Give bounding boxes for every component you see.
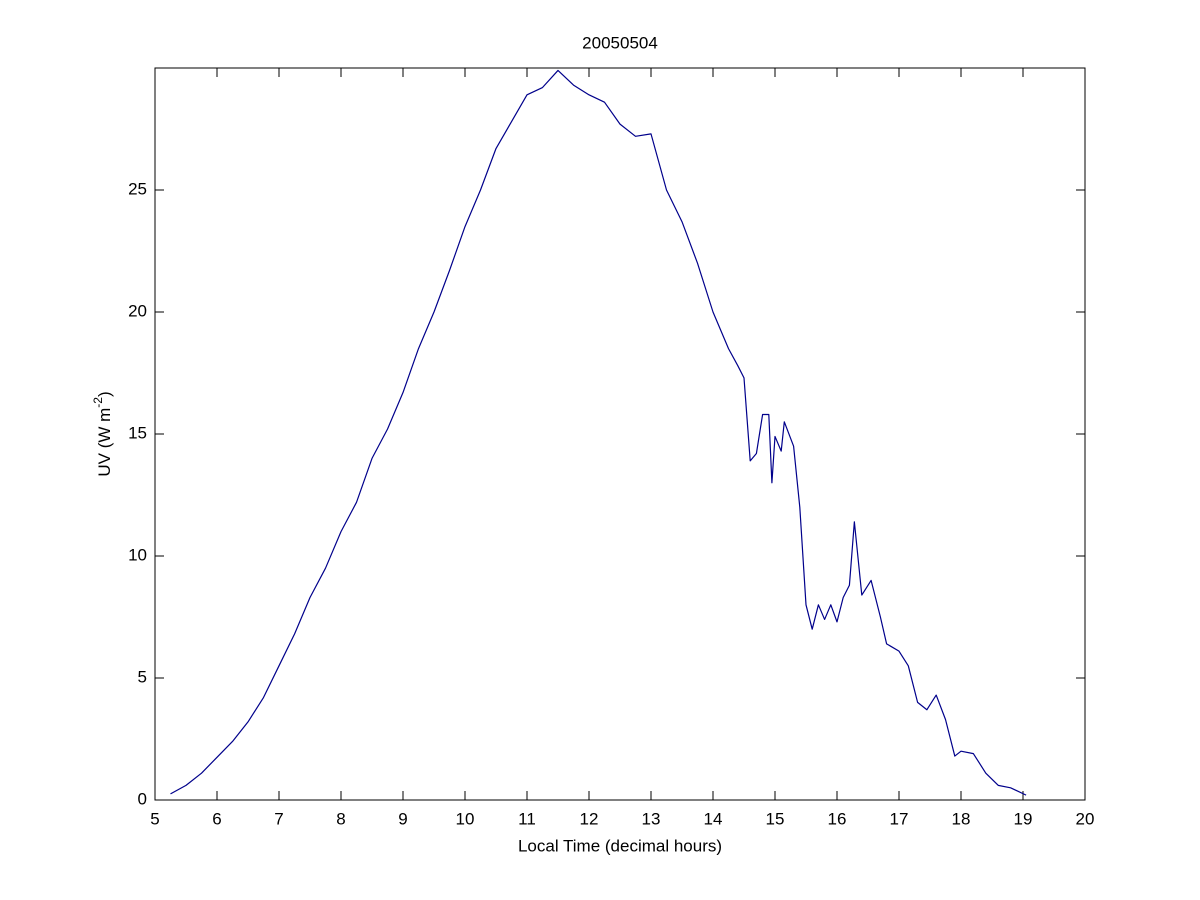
y-tick-label: 10 (128, 545, 147, 564)
x-tick-label: 19 (1014, 809, 1033, 828)
chart-title: 20050504 (582, 33, 658, 52)
x-tick-label: 6 (212, 809, 221, 828)
y-label-suffix: ) (95, 391, 114, 397)
x-tick-label: 11 (518, 809, 536, 828)
y-label-text: UV (W m (95, 408, 114, 477)
x-tick-label: 14 (704, 809, 723, 828)
y-tick-label: 15 (128, 423, 147, 442)
x-tick-label: 7 (274, 809, 283, 828)
x-tick-label: 16 (828, 809, 847, 828)
y-tick-label: 0 (138, 789, 147, 808)
y-tick-label: 20 (128, 301, 147, 320)
y-axis-label: UV (W m-2) (91, 391, 114, 476)
y-tick-label: 25 (128, 179, 147, 198)
x-tick-label: 9 (398, 809, 407, 828)
x-tick-label: 18 (952, 809, 971, 828)
x-axis-label: Local Time (decimal hours) (518, 836, 722, 855)
x-tick-label: 17 (890, 809, 909, 828)
x-tick-label: 12 (580, 809, 599, 828)
x-tick-label: 20 (1076, 809, 1095, 828)
y-label-superscript: -2 (91, 397, 105, 408)
data-line (170, 69, 1027, 796)
y-tick-label: 5 (138, 667, 147, 686)
x-tick-label: 5 (150, 809, 159, 828)
x-tick-label: 15 (766, 809, 785, 828)
x-tick-label: 8 (336, 809, 345, 828)
x-tick-label: 10 (456, 809, 475, 828)
x-tick-label: 13 (642, 809, 661, 828)
